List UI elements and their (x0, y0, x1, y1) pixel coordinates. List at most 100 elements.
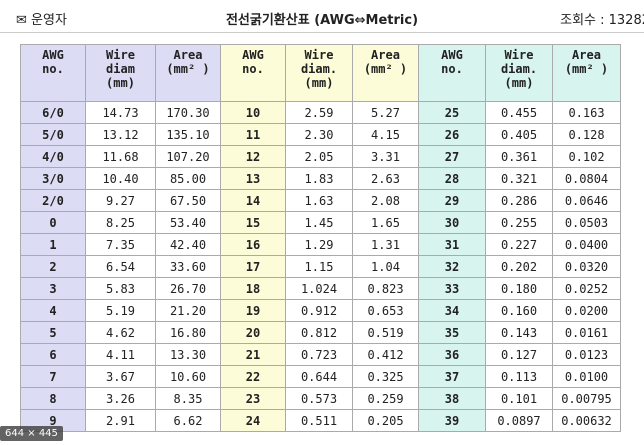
value-cell: 1.45 (285, 211, 353, 234)
awg-cell: 36 (418, 343, 486, 366)
table-body: 6/0 14.73 170.30 10 2.59 5.27 25 0.455 0.163 5/0 1… (20, 101, 621, 432)
value-cell: 1.04 (352, 255, 419, 278)
header-cell: AWG no. (220, 44, 286, 102)
value-cell: 0.0646 (552, 189, 621, 212)
value-cell: 33.60 (155, 255, 221, 278)
value-cell: 0.0320 (552, 255, 621, 278)
awg-cell: 31 (418, 233, 486, 256)
value-cell: 6.54 (85, 255, 156, 278)
awg-cell: 0 (20, 211, 86, 234)
awg-cell: 4 (20, 299, 86, 322)
value-cell: 2.30 (285, 123, 353, 146)
table-row: 3/0 10.40 85.00 13 1.83 2.63 28 0.321 0.0804 (20, 167, 621, 190)
awg-cell: 39 (418, 409, 486, 432)
awg-cell: 3/0 (20, 167, 86, 190)
value-cell: 0.0161 (552, 321, 621, 344)
value-cell: 0.325 (352, 365, 419, 388)
value-cell: 0.128 (552, 123, 621, 146)
value-cell: 1.65 (352, 211, 419, 234)
value-cell: 0.255 (485, 211, 553, 234)
header-cell: Wire diam. (mm) (285, 44, 353, 102)
awg-cell: 33 (418, 277, 486, 300)
value-cell: 0.573 (285, 387, 353, 410)
value-cell: 13.12 (85, 123, 156, 146)
value-cell: 0.127 (485, 343, 553, 366)
value-cell: 2.08 (352, 189, 419, 212)
awg-cell: 13 (220, 167, 286, 190)
awg-cell: 35 (418, 321, 486, 344)
awg-cell: 2 (20, 255, 86, 278)
value-cell: 0.0804 (552, 167, 621, 190)
header-cell: Wire diam (mm) (85, 44, 156, 102)
page-title: 전선굵기환산표 (AWG⇔Metric) (225, 13, 419, 28)
size-badge: 644 × 445 (0, 426, 63, 441)
value-cell: 0.723 (285, 343, 353, 366)
view-count: 조회수 : 13282 (560, 13, 644, 28)
value-cell: 2.59 (285, 101, 353, 124)
value-cell: 13.30 (155, 343, 221, 366)
value-cell: 0.259 (352, 387, 419, 410)
awg-cell: 7 (20, 365, 86, 388)
value-cell: 1.29 (285, 233, 353, 256)
value-cell: 0.405 (485, 123, 553, 146)
value-cell: 0.102 (552, 145, 621, 168)
awg-cell: 18 (220, 277, 286, 300)
author[interactable]: ✉ 운영자 (16, 13, 67, 28)
value-cell: 67.50 (155, 189, 221, 212)
value-cell: 1.83 (285, 167, 353, 190)
author-name[interactable]: 운영자 (31, 13, 67, 28)
awg-cell: 23 (220, 387, 286, 410)
value-cell: 4.11 (85, 343, 156, 366)
value-cell: 8.25 (85, 211, 156, 234)
header-cell: Area (mm² ) (552, 44, 621, 102)
table-row: 9 2.91 6.62 24 0.511 0.205 39 0.0897 0.00632 (20, 409, 621, 432)
table-row: 0 8.25 53.40 15 1.45 1.65 30 0.255 0.0503 (20, 211, 621, 234)
value-cell: 5.19 (85, 299, 156, 322)
awg-cell: 26 (418, 123, 486, 146)
awg-cell: 5 (20, 321, 86, 344)
value-cell: 0.0897 (485, 409, 553, 432)
table-row: 6/0 14.73 170.30 10 2.59 5.27 25 0.455 0.163 (20, 101, 621, 124)
value-cell: 0.361 (485, 145, 553, 168)
awg-cell: 25 (418, 101, 486, 124)
value-cell: 0.113 (485, 365, 553, 388)
value-cell: 0.0252 (552, 277, 621, 300)
awg-cell: 24 (220, 409, 286, 432)
table-row: 8 3.26 8.35 23 0.573 0.259 38 0.101 0.00795 (20, 387, 621, 410)
value-cell: 0.143 (485, 321, 553, 344)
header-cell: AWG no. (418, 44, 486, 102)
value-cell: 1.63 (285, 189, 353, 212)
table-row: 7 3.67 10.60 22 0.644 0.325 37 0.113 0.0100 (20, 365, 621, 388)
table-row: 6 4.11 13.30 21 0.723 0.412 36 0.127 0.0123 (20, 343, 621, 366)
awg-cell: 19 (220, 299, 286, 322)
awg-cell: 1 (20, 233, 86, 256)
value-cell: 3.26 (85, 387, 156, 410)
value-cell: 0.412 (352, 343, 419, 366)
value-cell: 0.00632 (552, 409, 621, 432)
table-row: 1 7.35 42.40 16 1.29 1.31 31 0.227 0.0400 (20, 233, 621, 256)
awg-cell: 14 (220, 189, 286, 212)
awg-cell: 15 (220, 211, 286, 234)
value-cell: 0.519 (352, 321, 419, 344)
header-cell: Wire diam. (mm) (485, 44, 553, 102)
table-row: 2 6.54 33.60 17 1.15 1.04 32 0.202 0.0320 (20, 255, 621, 278)
value-cell: 21.20 (155, 299, 221, 322)
awg-cell: 11 (220, 123, 286, 146)
value-cell: 10.40 (85, 167, 156, 190)
value-cell: 5.27 (352, 101, 419, 124)
value-cell: 0.00795 (552, 387, 621, 410)
value-cell: 11.68 (85, 145, 156, 168)
value-cell: 0.101 (485, 387, 553, 410)
awg-cell: 2/0 (20, 189, 86, 212)
value-cell: 16.80 (155, 321, 221, 344)
value-cell: 0.653 (352, 299, 419, 322)
awg-cell: 34 (418, 299, 486, 322)
awg-cell: 8 (20, 387, 86, 410)
awg-cell: 30 (418, 211, 486, 234)
value-cell: 1.31 (352, 233, 419, 256)
header-cell: Area (mm² ) (352, 44, 419, 102)
value-cell: 107.20 (155, 145, 221, 168)
value-cell: 0.180 (485, 277, 553, 300)
value-cell: 0.455 (485, 101, 553, 124)
